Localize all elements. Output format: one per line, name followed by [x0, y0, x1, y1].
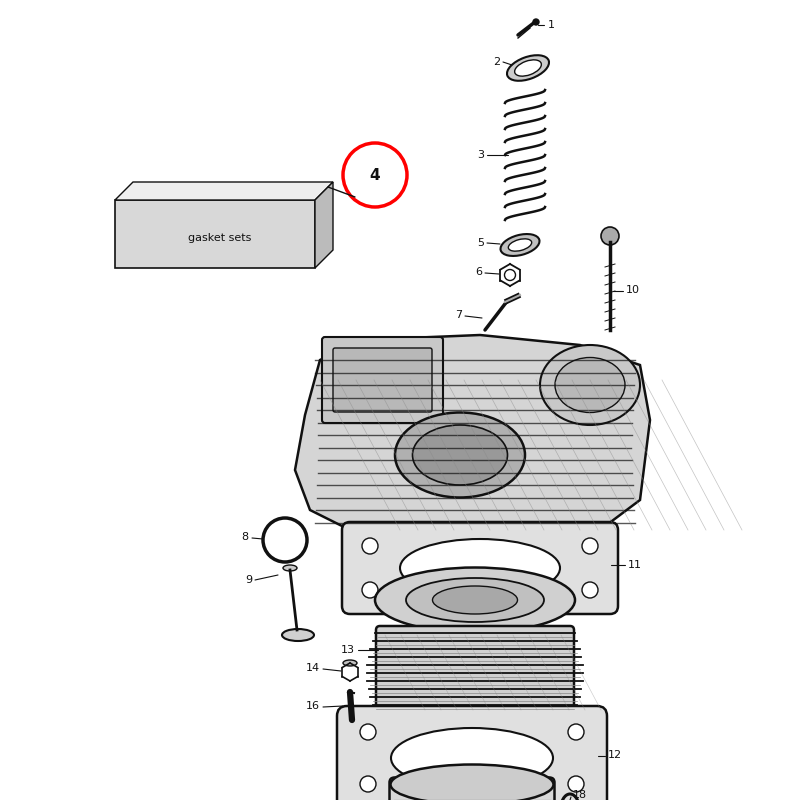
Circle shape — [362, 538, 378, 554]
Ellipse shape — [507, 55, 549, 81]
Circle shape — [568, 776, 584, 792]
Text: 8: 8 — [241, 532, 248, 542]
Ellipse shape — [391, 728, 553, 788]
Ellipse shape — [413, 425, 507, 485]
Polygon shape — [115, 200, 315, 268]
Circle shape — [601, 227, 619, 245]
Text: 2: 2 — [493, 57, 500, 67]
Text: 11: 11 — [628, 560, 642, 570]
Text: 14: 14 — [306, 663, 320, 673]
Polygon shape — [360, 710, 590, 740]
Ellipse shape — [375, 567, 575, 633]
Text: 12: 12 — [608, 750, 622, 760]
Text: 1: 1 — [548, 20, 555, 30]
Text: 7: 7 — [455, 310, 462, 320]
Polygon shape — [115, 182, 333, 200]
Ellipse shape — [501, 234, 539, 256]
Ellipse shape — [395, 413, 525, 498]
Ellipse shape — [514, 60, 542, 76]
Ellipse shape — [283, 565, 297, 571]
Circle shape — [568, 724, 584, 740]
Text: 16: 16 — [306, 701, 320, 711]
Text: gasket sets: gasket sets — [188, 233, 252, 243]
FancyBboxPatch shape — [322, 337, 443, 423]
Text: 4: 4 — [370, 167, 380, 182]
FancyBboxPatch shape — [337, 706, 607, 800]
Ellipse shape — [343, 660, 357, 666]
FancyBboxPatch shape — [390, 778, 554, 800]
Circle shape — [360, 724, 376, 740]
Text: 5: 5 — [477, 238, 484, 248]
Text: 13: 13 — [341, 645, 355, 655]
FancyBboxPatch shape — [342, 522, 618, 614]
Text: 9: 9 — [245, 575, 252, 585]
Ellipse shape — [555, 358, 625, 413]
Ellipse shape — [540, 345, 640, 425]
Ellipse shape — [390, 765, 554, 800]
Circle shape — [582, 538, 598, 554]
FancyBboxPatch shape — [333, 348, 432, 412]
Ellipse shape — [406, 578, 544, 622]
Circle shape — [362, 582, 378, 598]
Text: 10: 10 — [626, 285, 640, 295]
Text: 6: 6 — [475, 267, 482, 277]
Circle shape — [582, 582, 598, 598]
Polygon shape — [295, 335, 650, 545]
Text: 18: 18 — [573, 790, 587, 800]
Polygon shape — [315, 182, 333, 268]
Ellipse shape — [433, 586, 518, 614]
Text: 3: 3 — [477, 150, 484, 160]
Circle shape — [360, 776, 376, 792]
Ellipse shape — [508, 239, 532, 251]
Ellipse shape — [282, 629, 314, 641]
Ellipse shape — [400, 539, 560, 597]
FancyBboxPatch shape — [376, 626, 574, 714]
Circle shape — [533, 19, 539, 25]
